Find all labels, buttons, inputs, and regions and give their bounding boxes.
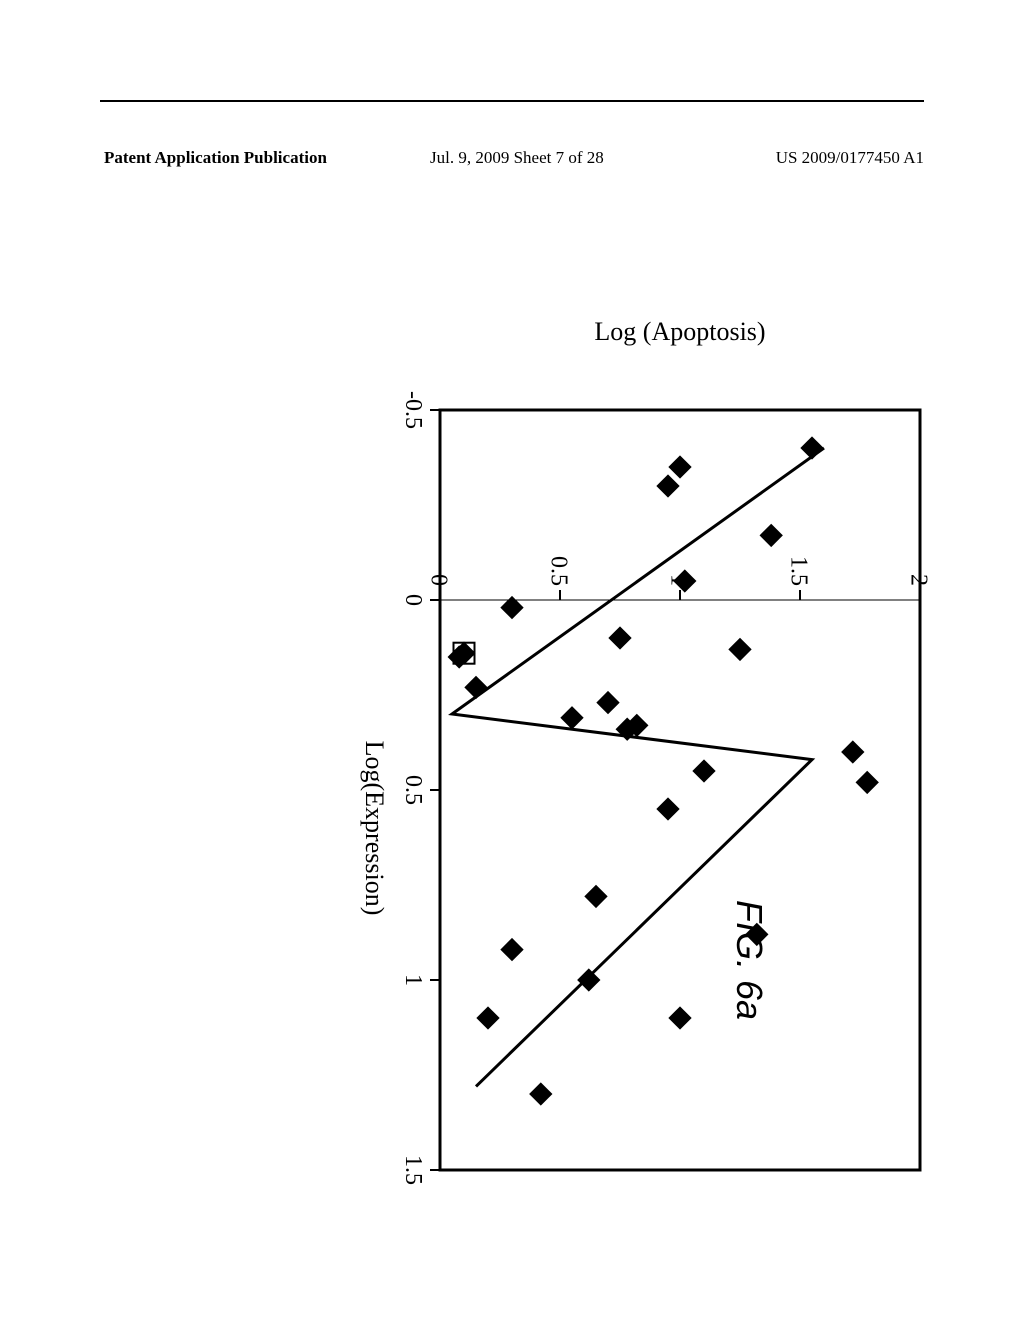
svg-text:Log(Expression): Log(Expression)	[360, 741, 389, 916]
header-docnum-label: US 2009/0177450 A1	[776, 148, 924, 168]
svg-text:Log (Apoptosis): Log (Apoptosis)	[594, 317, 765, 346]
svg-text:-0.5: -0.5	[400, 391, 426, 429]
svg-text:2: 2	[906, 574, 932, 586]
header-publication-label: Patent Application Publication	[104, 148, 327, 168]
scatter-chart: -0.500.511.500.511.52Log(Expression)Log …	[50, 300, 950, 920]
header-sheet-label: Jul. 9, 2009 Sheet 7 of 28	[430, 148, 604, 168]
page: Patent Application Publication Jul. 9, 2…	[0, 0, 1024, 1320]
figure-caption: FIG. 6a	[728, 900, 770, 1020]
svg-text:0.5: 0.5	[400, 775, 426, 805]
header-rule	[100, 100, 924, 102]
svg-text:0: 0	[400, 594, 426, 606]
chart-svg: -0.500.511.500.511.52Log(Expression)Log …	[330, 300, 950, 1200]
page-header: Patent Application Publication Jul. 9, 2…	[0, 72, 1024, 102]
svg-text:0.5: 0.5	[546, 556, 572, 586]
svg-text:0: 0	[426, 574, 452, 586]
svg-text:1.5: 1.5	[786, 556, 812, 586]
svg-text:1.5: 1.5	[400, 1155, 426, 1185]
svg-text:1: 1	[400, 974, 426, 986]
